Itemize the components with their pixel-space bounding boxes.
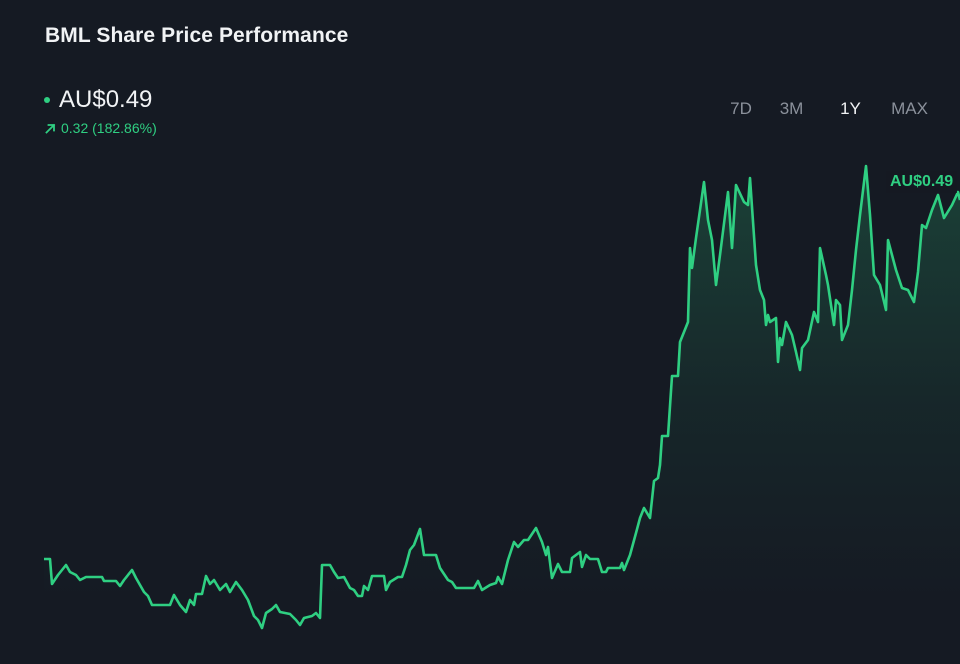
range-3m[interactable]: 3M: [779, 99, 804, 118]
chart-price-line: [44, 164, 960, 630]
price-change: 0.32 (182.86%): [45, 120, 157, 136]
current-price-row: AU$0.49: [44, 86, 152, 114]
chart-area-fill: [44, 166, 960, 664]
status-dot-icon: [44, 97, 50, 103]
range-7d[interactable]: 7D: [730, 99, 752, 118]
time-range-selector: 7D 3M 1Y MAX: [720, 99, 939, 119]
current-price: AU$0.49: [59, 86, 153, 113]
chart-title: BML Share Price Performance: [45, 24, 349, 47]
arrow-up-right-icon: [45, 123, 56, 134]
range-max[interactable]: MAX: [891, 99, 928, 118]
last-price-tag: AU$0.49: [886, 171, 958, 193]
range-1y[interactable]: 1Y: [840, 99, 861, 118]
price-change-value: 0.32 (182.86%): [61, 120, 157, 136]
